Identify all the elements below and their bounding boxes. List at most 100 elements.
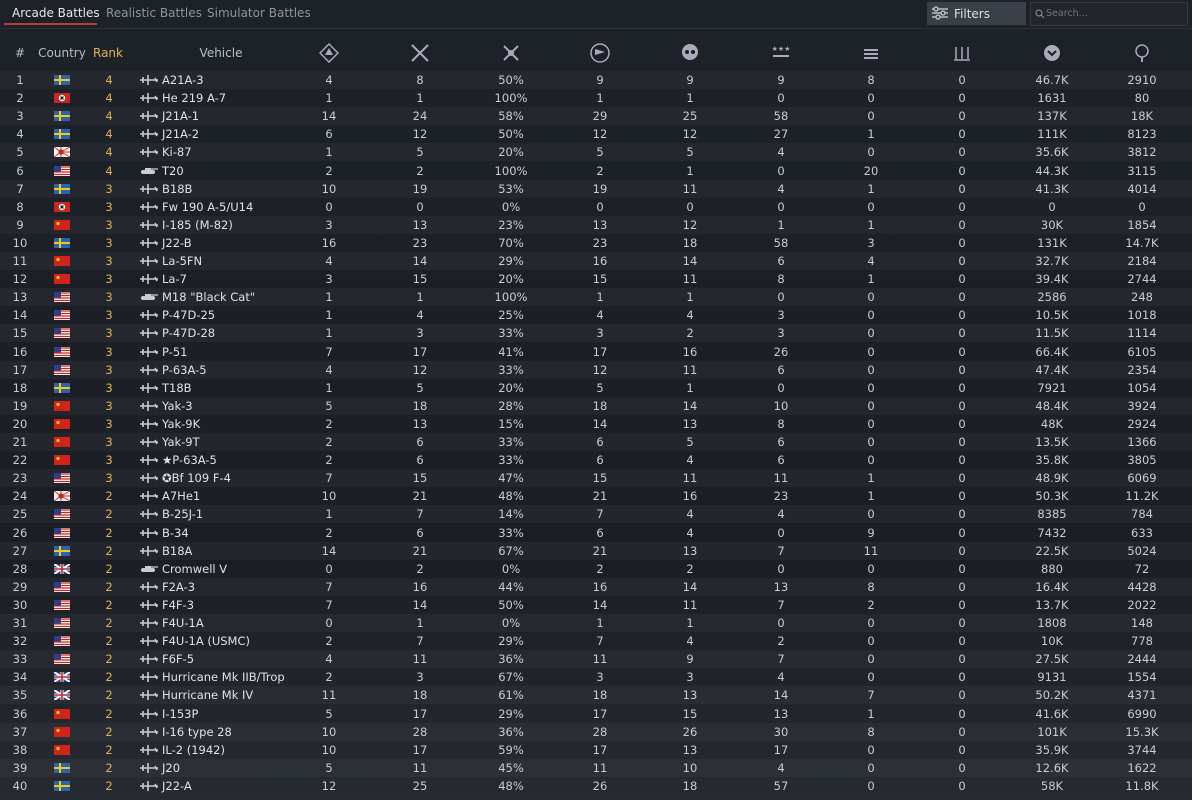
vehicle-name: F6F-5 [162,652,195,667]
rank: 2 [105,634,113,649]
stat-value: 11 [682,471,698,486]
vehicle-icon [140,491,158,502]
vehicle-name: Yak-3 [162,398,193,413]
column-header[interactable]: Rank [93,46,123,60]
stat-value: 0 [958,453,966,468]
table-row[interactable]: 35 2 Hurricane Mk IV 11 18 61% 18 13 14 7 0 50.2K 43… [0,686,1192,704]
stat-value: 0 [958,597,966,612]
stat-value: 9 [777,73,785,87]
table-row[interactable]: 1 4 A21A-3 4 8 50% 9 9 9 8 0 46.7K 2910 [0,71,1192,89]
stat-value: 1854 [1127,217,1157,232]
table-row[interactable]: 40 2 J22-A 12 25 48% 26 18 57 0 0 58K 11.8K [0,777,1192,795]
table-row[interactable]: 34 2 Hurricane Mk IIB/Trop 2 3 67% 3 3 4 0 0 9131 15… [0,668,1192,686]
table-row[interactable]: 23 3 ✪Bf 109 F-4 7 15 47% 15 11 11 1 0 48.9K 6069 [0,469,1192,487]
search-placeholder: Search... [1046,8,1088,19]
vehicle-name: Yak-9K [162,416,201,431]
rank: 4 [105,145,113,160]
table-row[interactable]: 6 4 T20 2 2 100% 2 1 0 20 0 44.3K 3115 [0,162,1192,180]
filters-button[interactable]: Filters [927,2,1026,25]
table-row[interactable]: 36 2 I-153P 5 17 29% 17 15 13 1 0 41.6K 6990 [0,705,1192,723]
stat-value: 0 [867,778,875,793]
table-row[interactable]: 32 2 F4U-1A (USMC) 2 7 29% 7 4 2 0 0 10K 778 [0,632,1192,650]
table-row[interactable]: 16 3 P-51 7 17 41% 17 16 26 0 0 66.4K 6105 [0,343,1192,361]
stat-value: 0 [958,235,966,250]
stat-value: 0 [958,290,966,305]
table-row[interactable]: 21 3 Yak-9T 2 6 33% 6 5 6 0 0 13.5K 1366 [0,433,1192,451]
vehicle-name: A7He1 [162,489,201,504]
column-icon[interactable] [680,43,700,63]
table-row[interactable]: 33 2 F6F-5 4 11 36% 11 9 7 0 0 27.5K 2444 [0,650,1192,668]
vehicle-icon [140,129,158,140]
table-row[interactable]: 13 3 M18 "Black Cat" 1 1 100% 1 1 0 0 0 2586 248 [0,288,1192,306]
column-icon[interactable] [501,43,521,63]
vehicle-name: I-16 type 28 [162,724,232,739]
column-icon[interactable] [410,43,430,63]
table-row[interactable]: 18 3 T18B 1 5 20% 5 1 0 0 0 7921 1054 [0,379,1192,397]
table-row[interactable]: 37 2 I-16 type 28 10 28 36% 28 26 30 8 0 101K 15.3K [0,723,1192,741]
vehicle-icon [140,75,158,85]
table-row[interactable]: 22 3 ★P-63A-5 2 6 33% 6 4 6 0 0 35.8K 3805 [0,451,1192,469]
stat-value: 0 [777,380,785,395]
column-icon[interactable] [952,43,972,63]
row-number: 11 [12,254,28,268]
table-row[interactable]: 2 4 He 219 A-7 1 1 100% 1 1 0 0 0 1631 80 [0,89,1192,107]
column-icon[interactable] [319,43,339,63]
column-icon[interactable] [861,43,881,63]
country-flag [54,473,70,484]
table-row[interactable]: 12 3 La-7 3 15 20% 15 11 8 1 0 39.4K 2744 [0,270,1192,288]
table-row[interactable]: 8 3 Fw 190 A-5/U14 0 0 0% 0 0 0 0 0 0 0 [0,198,1192,216]
stat-value: 7 [416,507,424,522]
tab[interactable]: Realistic Battles [106,6,202,20]
stat-value: 0 [867,652,875,667]
tab[interactable]: Arcade Battles [12,6,100,20]
stat-value: 70% [498,235,524,250]
rank: 2 [105,616,113,630]
stat-value: 2 [867,597,875,612]
country-flag [54,455,70,466]
stat-value: 30K [1040,217,1064,232]
table-row[interactable]: 17 3 P-63A-5 4 12 33% 12 11 6 0 0 47.4K 2354 [0,361,1192,379]
table-row[interactable]: 29 2 F2A-3 7 16 44% 16 14 13 8 0 16.4K 4428 [0,578,1192,596]
stat-value: 1 [867,706,875,721]
stat-value: 13 [682,688,698,703]
column-icon[interactable] [590,43,610,63]
country-flag [54,780,70,791]
table-row[interactable]: 11 3 La-5FN 4 14 29% 16 14 6 4 0 32.7K 2184 [0,252,1192,270]
table-row[interactable]: 9 3 I-185 (M-82) 3 13 23% 13 12 1 1 0 30K 1854 [0,216,1192,234]
table-row[interactable]: 30 2 F4F-3 7 14 50% 14 11 7 2 0 13.7K 2022 [0,596,1192,614]
stat-value: 0 [958,145,966,160]
row-number: 29 [12,579,28,594]
stat-value: 3 [867,235,875,250]
table-row[interactable]: 38 2 IL-2 (1942) 10 17 59% 17 13 17 0 0 35.9K 3744 [0,741,1192,759]
table-row[interactable]: 19 3 Yak-3 5 18 28% 18 14 10 0 0 48.4K 3924 [0,397,1192,415]
table-row[interactable]: 25 2 B-25J-1 1 7 14% 7 4 4 0 0 8385 784 [0,505,1192,523]
table-row[interactable]: 31 2 F4U-1A 0 1 0% 1 1 0 0 0 1808 148 [0,614,1192,632]
vehicle-icon [140,219,158,230]
table-row[interactable]: 5 4 Ki-87 1 5 20% 5 5 4 0 0 35.6K 3812 [0,143,1192,161]
row-number: 7 [16,181,24,196]
table-row[interactable]: 20 3 Yak-9K 2 13 15% 14 13 8 0 0 48K 2924 [0,415,1192,433]
search-box[interactable]: Search... [1030,2,1188,26]
table-row[interactable]: 10 3 J22-B 16 23 70% 23 18 58 3 0 131K 14.7K [0,234,1192,252]
stat-value: 0 [958,362,966,377]
table-row[interactable]: 39 2 J20 5 11 45% 11 10 4 0 0 12.6K 1622 [0,759,1192,777]
table-row[interactable]: 7 3 B18B 10 19 53% 19 11 4 1 0 41.3K 4014 [0,180,1192,198]
rank: 4 [105,109,113,124]
column-icon[interactable]: ★★★ [771,43,791,63]
table-row[interactable]: 26 2 B-34 2 6 33% 6 4 0 9 0 7432 633 [0,524,1192,542]
table-row[interactable]: 28 2 Cromwell V 0 2 0% 2 2 0 0 0 880 72 [0,560,1192,578]
table-row[interactable]: 27 2 B18A 14 21 67% 21 13 7 11 0 22.5K 5024 [0,542,1192,560]
column-icon[interactable] [1042,43,1062,63]
table-row[interactable]: 15 3 P-47D-28 1 3 33% 3 2 3 0 0 11.5K 1114 [0,324,1192,342]
table-row[interactable]: 3 4 J21A-1 14 24 58% 29 25 58 0 0 137K 18K [0,107,1192,125]
stat-value: 44% [498,579,524,594]
stat-value: 0 [777,616,785,630]
stat-value: 11 [682,362,698,377]
table-row[interactable]: 14 3 P-47D-25 1 4 25% 4 4 3 0 0 10.5K 1018 [0,306,1192,324]
vehicle-icon [140,147,158,158]
stat-value: 0 [958,199,966,214]
column-icon[interactable] [1132,43,1152,63]
table-row[interactable]: 24 2 A7He1 10 21 48% 21 16 23 1 0 50.3K 11.2K [0,487,1192,505]
table-row[interactable]: 4 4 J21A-2 6 12 50% 12 12 27 1 0 111K 8123 [0,125,1192,143]
tab[interactable]: Simulator Battles [207,6,311,20]
